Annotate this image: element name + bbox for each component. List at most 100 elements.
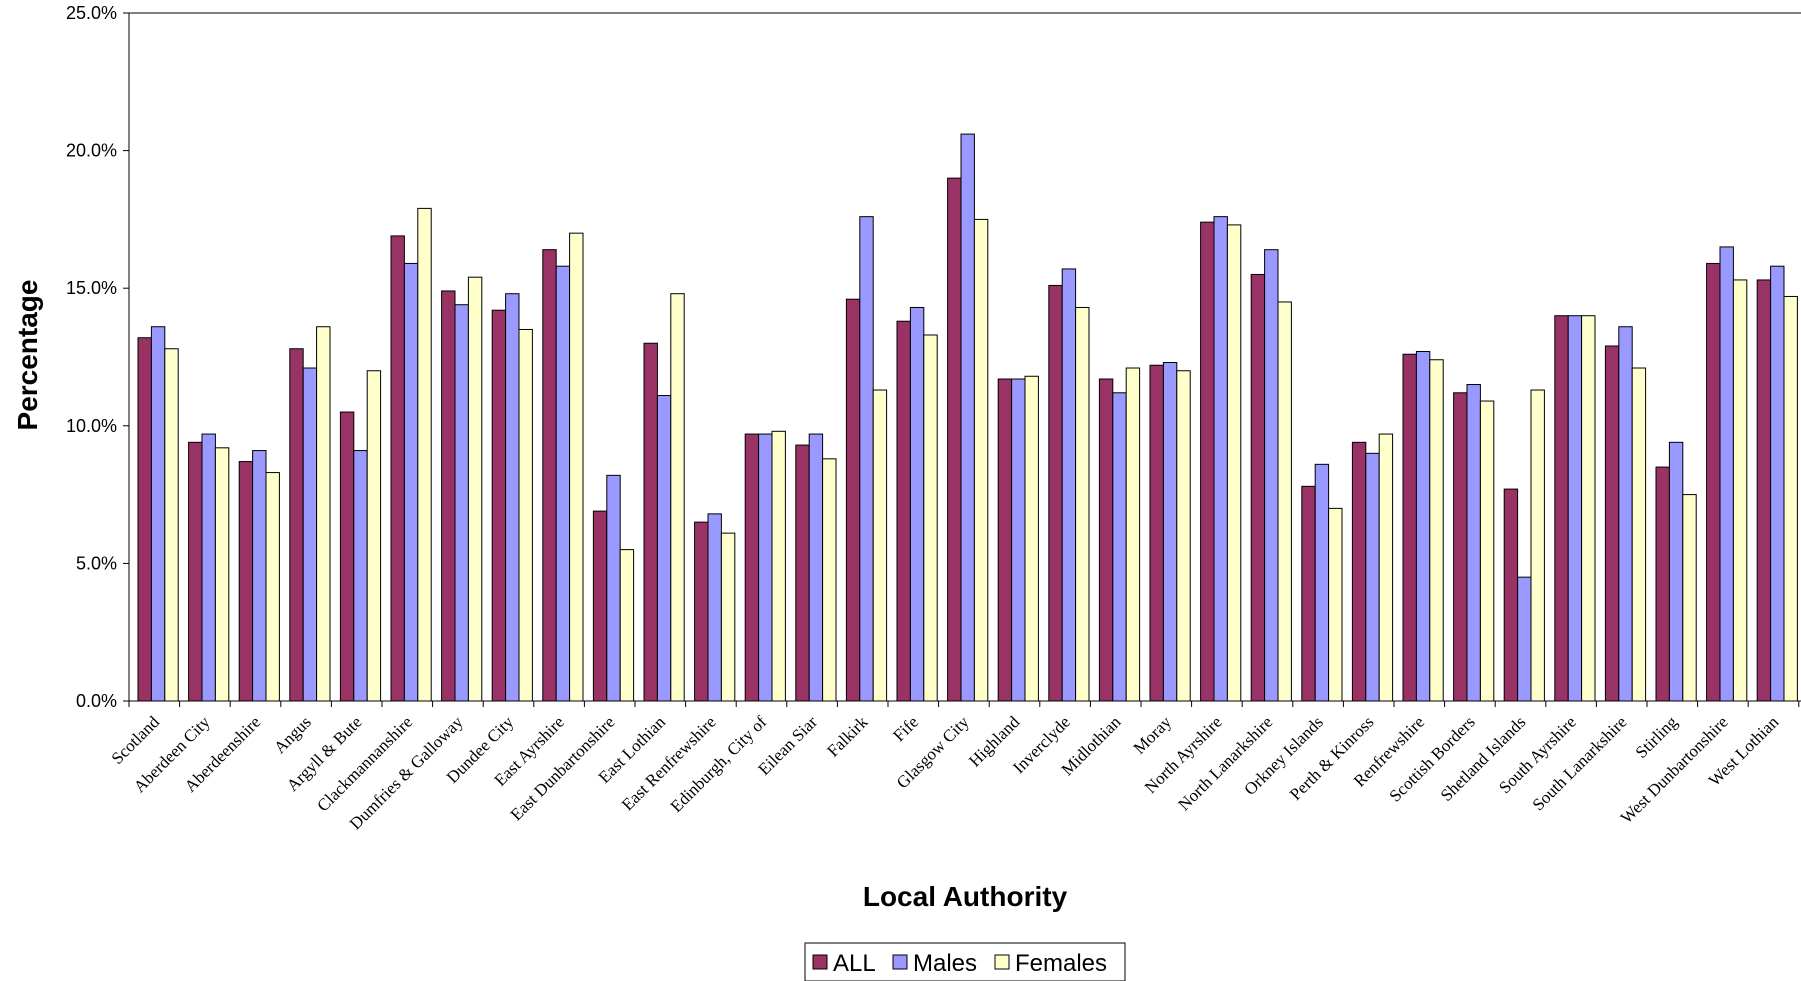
bar-all [694,521,709,702]
bar-females [1176,370,1191,702]
y-tick-label: 25.0% [66,3,117,23]
bar-all [1706,262,1721,702]
bar-females [214,447,230,702]
bar-females [1125,367,1141,702]
bar-all [1453,392,1468,702]
bar-all [542,249,557,702]
bar-females [569,232,584,702]
bar-females [1429,359,1444,702]
bar-males [150,326,166,702]
bar-males [1618,326,1633,702]
bar-males [758,433,773,702]
y-tick-label: 10.0% [66,416,117,436]
bar-females [1075,306,1090,702]
bar-females [822,458,837,702]
y-tick-label: 0.0% [76,691,117,711]
legend-box [804,942,1126,981]
bar-males [201,433,216,702]
bar-females [670,293,685,702]
bar-all [1655,466,1670,702]
bar-males [454,304,469,702]
bar-all [1351,441,1367,702]
bar-females [1530,389,1545,702]
bar-males [555,265,571,702]
bar-all [1098,378,1114,702]
x-tick-label: Moray [1130,712,1176,758]
bar-males [859,216,874,702]
bar-all [1149,364,1164,702]
bar-all [289,348,304,702]
bar-males [656,395,672,702]
bars-layer [137,133,1798,702]
bar-all [643,342,658,702]
bar-females [973,218,989,702]
bar-females [1732,279,1748,702]
y-axis: 0.0% 5.0% 10.0% 15.0% 20.0% 25.0% [66,3,1801,711]
bar-all [744,433,760,702]
y-tick-label: 15.0% [66,278,117,298]
bar-females [1479,400,1495,702]
bar-females [923,334,938,702]
bar-all [896,320,911,702]
bar-females [316,326,331,702]
bar-males [1213,216,1228,702]
legend-label-males: Males [913,950,977,977]
bar-females [417,207,432,702]
bar-all [1756,279,1772,702]
x-tick-label: North Lanarkshire [1174,712,1276,814]
bar-males [1011,378,1026,702]
bar-all [390,235,405,702]
bar-males [302,367,318,702]
legend-swatch-all [812,954,828,970]
y-axis-title: Percentage [12,280,43,431]
bar-females [1783,295,1798,702]
bar-males [505,293,520,702]
bar-males [1517,576,1532,702]
bar-males [252,450,267,702]
bar-all [1250,273,1266,702]
x-tick-label: Stirling [1632,712,1682,762]
bar-all [1048,284,1063,702]
bar-males [808,433,824,702]
bar-females [1682,494,1697,702]
bar-all [491,309,507,702]
bar-females [1024,375,1039,702]
bar-all [1554,315,1569,702]
bar-males [1567,315,1583,702]
bar-females [265,472,280,702]
bar-males [1314,463,1330,702]
bar-females [1277,301,1292,702]
bar-females [1378,433,1394,702]
bar-females [366,370,382,702]
bar-females [467,276,483,702]
bar-males [1415,350,1431,702]
bar-females [518,328,533,702]
bar-all [1301,485,1316,702]
bar-males [1162,362,1178,702]
legend-label-all: ALL [833,950,876,977]
bar-all [1503,488,1519,702]
bar-males [1061,268,1077,702]
bar-females [1328,507,1343,702]
y-tick-label: 20.0% [66,141,117,161]
legend-swatch-males [892,954,908,970]
bar-males [1112,392,1127,702]
bar-females [720,532,736,702]
bar-all [592,510,608,702]
y-tick-label: 5.0% [76,553,117,573]
legend-swatch-females [994,954,1010,970]
bar-females [164,348,179,702]
bar-females [771,430,786,702]
bar-females [619,549,635,702]
bar-males [403,262,419,702]
bar-all [339,411,355,702]
x-tick-label: Fife [889,712,922,745]
bar-males [909,306,925,702]
x-tick-label: Falkirk [823,712,872,761]
bar-all [1402,353,1417,702]
bar-all [137,337,152,702]
bar-all [1200,221,1215,702]
bar-males [1719,246,1734,702]
bar-males [1264,249,1279,702]
